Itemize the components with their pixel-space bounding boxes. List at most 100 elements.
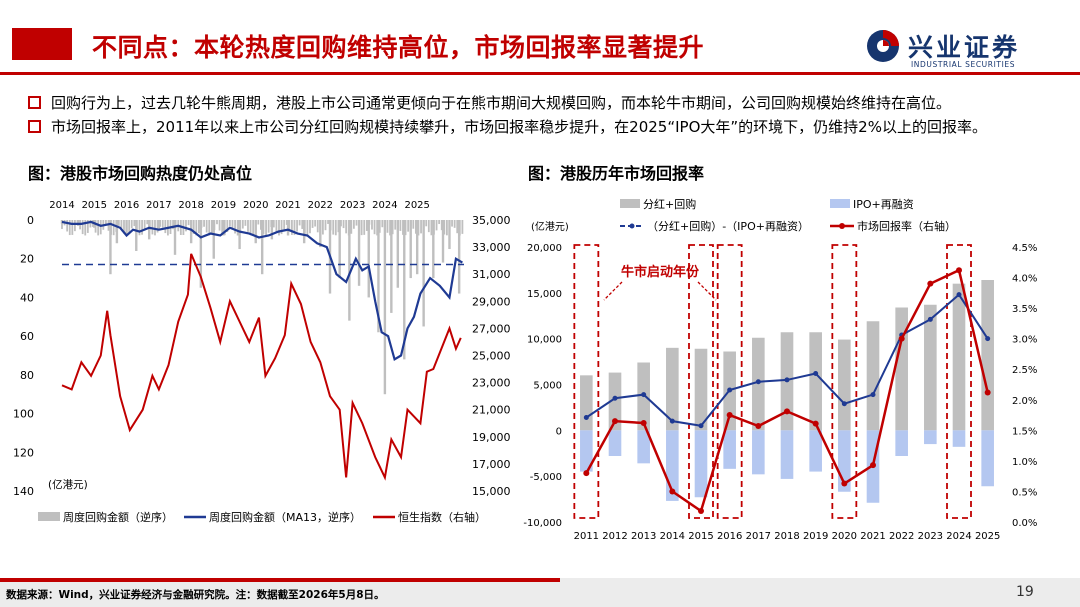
dividend-buyback-bar: [580, 375, 593, 431]
right-axis-tick: 35,000: [472, 214, 511, 227]
weekly-buyback-bar: [143, 220, 146, 231]
market-return-point: [698, 508, 704, 514]
weekly-buyback-bar: [265, 220, 267, 236]
weekly-buyback-bar: [440, 220, 443, 231]
x-tick-label: 2017: [146, 200, 171, 211]
weekly-buyback-bar: [199, 220, 203, 288]
weekly-buyback-bar: [378, 220, 381, 233]
weekly-buyback-bar: [311, 220, 314, 228]
dividend-buyback-bar: [666, 347, 679, 431]
weekly-buyback-bar: [381, 220, 384, 228]
weekly-buyback-bar: [448, 220, 451, 250]
net-return-point: [927, 316, 933, 322]
weekly-buyback-bar: [451, 220, 453, 227]
weekly-buyback-bar: [260, 220, 262, 230]
bull-start-highlight-box: [573, 244, 600, 519]
weekly-buyback-bar: [427, 220, 430, 233]
market-return-point: [784, 408, 790, 415]
weekly-buyback-bar: [109, 220, 112, 275]
x-tick-label: 2017: [746, 531, 771, 542]
weekly-buyback-bar: [185, 220, 187, 232]
legend-swatch: [629, 223, 635, 229]
dividend-buyback-bar: [694, 348, 708, 431]
weekly-buyback-bar: [298, 220, 301, 226]
unit-label: (亿港元): [531, 220, 569, 233]
right-axis-tick: 2.0%: [1012, 396, 1037, 407]
weekly-buyback-bar: [461, 220, 464, 234]
x-tick-label: 2019: [211, 200, 236, 211]
weekly-buyback-bar: [189, 220, 193, 244]
bullet-square-icon: [28, 96, 41, 109]
left-axis-tick: 10,000: [527, 335, 562, 346]
left-chart-title: 图：港股市场回购热度仍处高位: [28, 164, 253, 183]
weekly-buyback-bar: [355, 220, 358, 226]
weekly-buyback-bar: [130, 220, 133, 229]
ipo-refinance-bar: [608, 430, 622, 456]
weekly-buyback-bar: [445, 220, 448, 236]
weekly-buyback-bar: [314, 220, 317, 227]
weekly-buyback-bar: [290, 220, 293, 235]
weekly-buyback-bar: [164, 220, 167, 234]
right-axis-tick: 2.5%: [1012, 365, 1037, 376]
weekly-buyback-bar: [278, 220, 280, 236]
weekly-buyback-bar: [414, 220, 417, 234]
right-axis-tick: 27,000: [472, 322, 511, 335]
x-tick-label: 2025: [404, 200, 429, 211]
weekly-buyback-bar: [432, 220, 435, 279]
weekly-buyback-bar: [272, 220, 275, 228]
net-return-point: [985, 336, 991, 342]
weekly-buyback-bar: [394, 220, 397, 230]
weekly-buyback-bar: [363, 220, 366, 235]
x-tick-label: 2015: [82, 200, 107, 211]
brand-name-en: INDUSTRIAL SECURITIES: [911, 60, 1016, 69]
weekly-buyback-bar: [173, 220, 177, 255]
ipo-refinance-bar: [752, 430, 765, 475]
weekly-buyback-bar: [373, 220, 376, 235]
bullet-point: 市场回报率上，2011年以来上市公司分红回购规模持续攀升，市场回报率稳步提升，在…: [28, 116, 987, 137]
net-return-point: [755, 379, 761, 385]
weekly-buyback-bar: [435, 220, 438, 231]
left-axis-tick: 15,000: [527, 289, 562, 300]
weekly-buyback-bar: [247, 220, 249, 232]
weekly-buyback-bar: [430, 220, 433, 236]
weekly-buyback-bar: [407, 220, 410, 232]
dividend-buyback-bar: [838, 339, 851, 431]
weekly-buyback-bar: [404, 220, 407, 236]
weekly-buyback-bar: [396, 220, 400, 288]
weekly-buyback-bar: [151, 220, 154, 235]
weekly-buyback-bar: [105, 220, 107, 225]
weekly-buyback-bar: [221, 220, 224, 235]
ipo-refinance-bar: [924, 430, 937, 445]
weekly-buyback-bar: [367, 220, 370, 298]
weekly-buyback-bar: [84, 220, 87, 236]
weekly-buyback-bar: [337, 220, 340, 233]
weekly-buyback-bar: [110, 220, 112, 235]
x-tick-label: 2023: [340, 200, 365, 211]
ma13-line: [61, 220, 463, 362]
weekly-buyback-bar: [365, 220, 368, 231]
weekly-buyback-bar: [212, 220, 215, 259]
weekly-buyback-bar: [422, 220, 425, 327]
weekly-buyback-bar: [441, 220, 445, 263]
right-axis-tick: 0.0%: [1012, 518, 1037, 529]
market-return-point: [870, 462, 876, 469]
market-return-point: [956, 267, 962, 274]
footer-bar: [0, 578, 1080, 607]
x-tick-label: 2021: [860, 531, 885, 542]
footer-accent: [0, 578, 560, 582]
weekly-buyback-bar: [81, 220, 84, 235]
weekly-buyback-bar: [187, 220, 190, 226]
weekly-buyback-bar: [286, 220, 290, 236]
weekly-buyback-bar: [324, 220, 327, 231]
net-return-point: [669, 418, 675, 424]
weekly-buyback-bar: [112, 220, 115, 236]
weekly-buyback-bar: [371, 220, 373, 230]
title-accent-bar: [12, 28, 72, 60]
market-return-point: [898, 335, 905, 342]
left-axis-tick: 20,000: [527, 243, 562, 254]
annotation-arrow: [603, 281, 623, 301]
weekly-buyback-bar: [66, 220, 69, 232]
weekly-buyback-bar: [86, 220, 89, 233]
market-return-point: [841, 480, 848, 487]
weekly-buyback-bar: [213, 220, 216, 230]
